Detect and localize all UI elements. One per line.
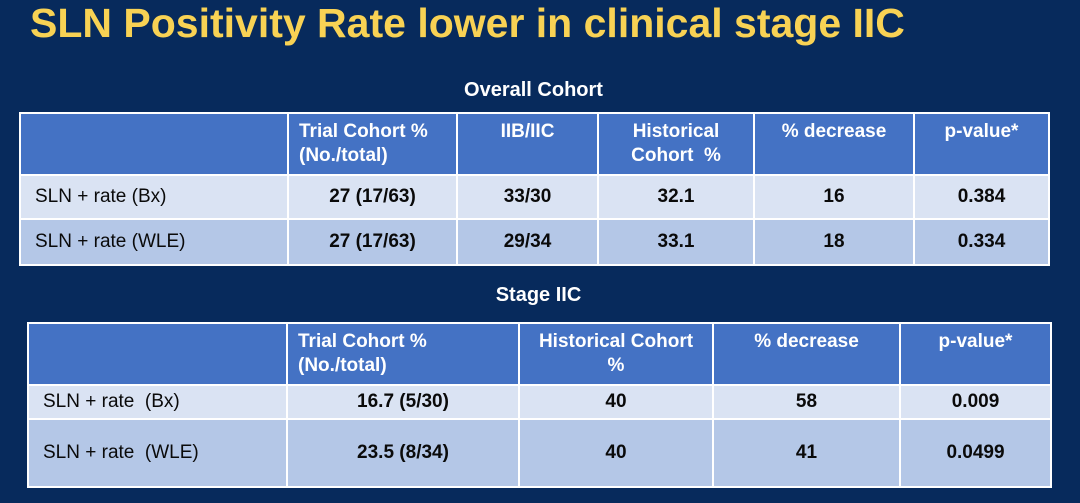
cell-percent-decrease: 18 [753, 217, 915, 266]
overall-header-blank [19, 112, 289, 176]
overall-row-sln-wle: SLN + rate (WLE) 27 (17/63) 29/34 33.1 1… [19, 217, 1050, 266]
cell-p-value: 0.009 [899, 384, 1052, 420]
overall-header-p-value: p-value* [913, 112, 1050, 176]
stage-iic-table: Trial Cohort % (No./total) Historical Co… [27, 322, 1052, 488]
stage-iic-header-trial-cohort: Trial Cohort % (No./total) [286, 322, 520, 386]
cell-percent-decrease: 16 [753, 173, 915, 220]
overall-cohort-caption: Overall Cohort [464, 79, 603, 101]
stage-iic-header-percent-decrease: % decrease [712, 322, 901, 386]
cell-iib-iic: 29/34 [456, 217, 599, 266]
cell-iib-iic: 33/30 [456, 173, 599, 220]
stage-iic-row-sln-bx: SLN + rate (Bx) 16.7 (5/30) 40 58 0.009 [27, 384, 1052, 420]
cell-trial-cohort: 23.5 (8/34) [286, 418, 520, 488]
stage-iic-header-p-value: p-value* [899, 322, 1052, 386]
cell-trial-cohort: 27 (17/63) [287, 173, 458, 220]
overall-row-sln-bx: SLN + rate (Bx) 27 (17/63) 33/30 32.1 16… [19, 173, 1050, 220]
stage-iic-header-historical-cohort: Historical Cohort % [518, 322, 714, 386]
row-label: SLN + rate (Bx) [19, 173, 289, 220]
overall-header-percent-decrease: % decrease [753, 112, 915, 176]
cell-percent-decrease: 58 [712, 384, 901, 420]
overall-header-iib-iic: IIB/IIC [456, 112, 599, 176]
cell-p-value: 0.334 [913, 217, 1050, 266]
overall-header-row: Trial Cohort % (No./total) IIB/IIC Histo… [19, 112, 1050, 176]
cell-historical-cohort: 40 [518, 384, 714, 420]
cell-historical-cohort: 33.1 [597, 217, 755, 266]
cell-historical-cohort: 40 [518, 418, 714, 488]
cell-historical-cohort: 32.1 [597, 173, 755, 220]
cell-percent-decrease: 41 [712, 418, 901, 488]
stage-iic-caption: Stage IIC [495, 284, 582, 306]
stage-iic-header-row: Trial Cohort % (No./total) Historical Co… [27, 322, 1052, 386]
overall-header-trial-cohort: Trial Cohort % (No./total) [287, 112, 458, 176]
row-label: SLN + rate (WLE) [19, 217, 289, 266]
cell-trial-cohort: 27 (17/63) [287, 217, 458, 266]
stage-iic-row-sln-wle: SLN + rate (WLE) 23.5 (8/34) 40 41 0.049… [27, 418, 1052, 488]
overall-cohort-table: Trial Cohort % (No./total) IIB/IIC Histo… [19, 112, 1050, 266]
cell-p-value: 0.384 [913, 173, 1050, 220]
row-label: SLN + rate (Bx) [27, 384, 288, 420]
row-label: SLN + rate (WLE) [27, 418, 288, 488]
overall-header-historical-cohort: Historical Cohort % [597, 112, 755, 176]
slide-title: SLN Positivity Rate lower in clinical st… [30, 0, 905, 46]
stage-iic-header-blank [27, 322, 288, 386]
cell-trial-cohort: 16.7 (5/30) [286, 384, 520, 420]
cell-p-value: 0.0499 [899, 418, 1052, 488]
